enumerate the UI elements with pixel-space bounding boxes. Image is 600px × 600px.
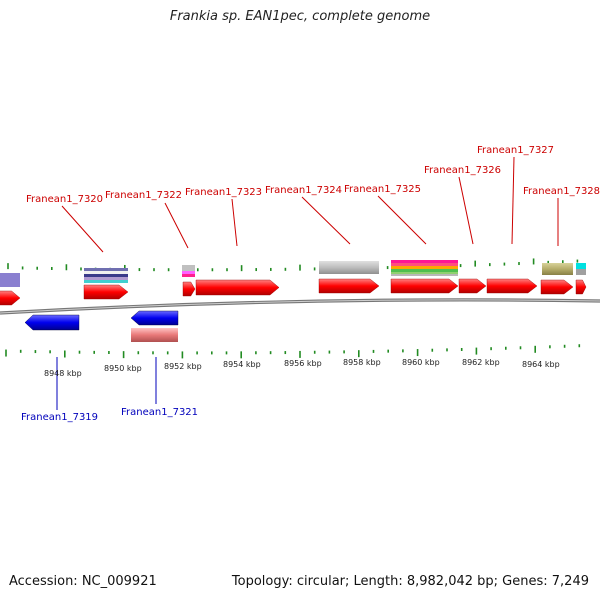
genome-title: Frankia sp. EAN1pec, complete genome xyxy=(169,9,431,24)
feature-stack xyxy=(182,274,195,277)
label-connector xyxy=(164,202,189,249)
gene-label: Franean1_7326 xyxy=(424,165,501,176)
feature-stack xyxy=(84,277,128,280)
feature-track xyxy=(0,260,587,342)
feature-stack xyxy=(391,263,458,266)
feature-block xyxy=(391,274,458,276)
gene-arrow-forward xyxy=(182,281,196,297)
gene-arrow-forward xyxy=(486,278,538,294)
kbp-tick-label: 8958 kbp xyxy=(343,358,381,367)
kbp-tick-label: 8954 kbp xyxy=(223,360,261,369)
kbp-tick-label: 8950 kbp xyxy=(104,364,142,373)
kbp-tick-label: 8956 kbp xyxy=(284,359,322,368)
feature-stack xyxy=(576,272,586,275)
bottom-tick-row xyxy=(5,344,581,359)
gene-label: Franean1_7322 xyxy=(105,190,182,201)
gene-label: Franean1_7325 xyxy=(344,184,421,195)
feature-block xyxy=(0,273,20,287)
gene-arrow-forward xyxy=(575,279,587,295)
kbp-tick-label: 8962 kbp xyxy=(462,358,500,367)
feature-stack xyxy=(391,272,458,275)
gene-arrow-forward xyxy=(0,290,21,306)
gene-arrow-forward xyxy=(458,278,487,294)
gene-arrow-forward xyxy=(540,279,574,295)
gene-label: Franean1_7320 xyxy=(26,194,103,205)
topology-summary: Topology: circular; Length: 8,982,042 bp… xyxy=(231,574,589,589)
feature-stack xyxy=(84,280,128,283)
label-connector xyxy=(377,195,427,245)
feature-stack xyxy=(182,268,195,271)
feature-stack xyxy=(391,260,458,263)
gene-label: Franean1_7324 xyxy=(265,185,342,196)
accession-text: Accession: NC_009921 xyxy=(9,574,157,589)
gene-arrow-forward xyxy=(318,278,380,294)
gene-arrow-forward xyxy=(195,279,280,296)
feature-stack xyxy=(391,269,458,272)
label-connector xyxy=(458,176,474,245)
label-connector-lines xyxy=(56,156,559,410)
feature-stack xyxy=(576,263,586,266)
kbp-axis-labels: 8948 kbp 8950 kbp 8952 kbp 8954 kbp 8956 kbp… xyxy=(44,358,560,378)
gene-arrow-forward xyxy=(390,278,459,294)
gene-arrow-reverse xyxy=(130,310,179,326)
gene-arrow-forward xyxy=(83,284,129,300)
feature-stack xyxy=(84,268,128,271)
kbp-tick-label: 8964 kbp xyxy=(522,360,560,369)
gene-labels: Franean1_7320 Franean1_7322 Franean1_7323 F… xyxy=(21,145,600,423)
label-connector xyxy=(231,198,238,247)
gene-label: Franean1_7319 xyxy=(21,412,98,423)
genome-backbone xyxy=(0,298,600,315)
feature-stack xyxy=(84,274,128,277)
feature-block xyxy=(319,261,379,274)
gene-label: Franean1_7328 xyxy=(523,186,600,197)
feature-stack xyxy=(576,266,586,269)
gene-label: Franean1_7321 xyxy=(121,407,198,418)
gene-feature-reverse xyxy=(131,328,178,342)
label-connector xyxy=(61,205,104,253)
kbp-tick-label: 8952 kbp xyxy=(164,362,202,371)
feature-stack xyxy=(84,271,128,274)
kbp-tick-label: 8960 kbp xyxy=(402,358,440,367)
feature-stack xyxy=(391,266,458,269)
feature-stack xyxy=(182,265,195,268)
gene-label: Franean1_7323 xyxy=(185,187,262,198)
feature-stack xyxy=(182,271,195,274)
feature-block xyxy=(542,263,573,275)
feature-stack xyxy=(576,269,586,272)
backbone-arc-inner xyxy=(0,299,600,314)
label-connector xyxy=(511,156,515,245)
kbp-tick-label: 8948 kbp xyxy=(44,369,82,378)
gene-arrow-reverse xyxy=(24,314,80,331)
gene-label: Franean1_7327 xyxy=(477,145,554,156)
label-connector xyxy=(301,196,351,245)
